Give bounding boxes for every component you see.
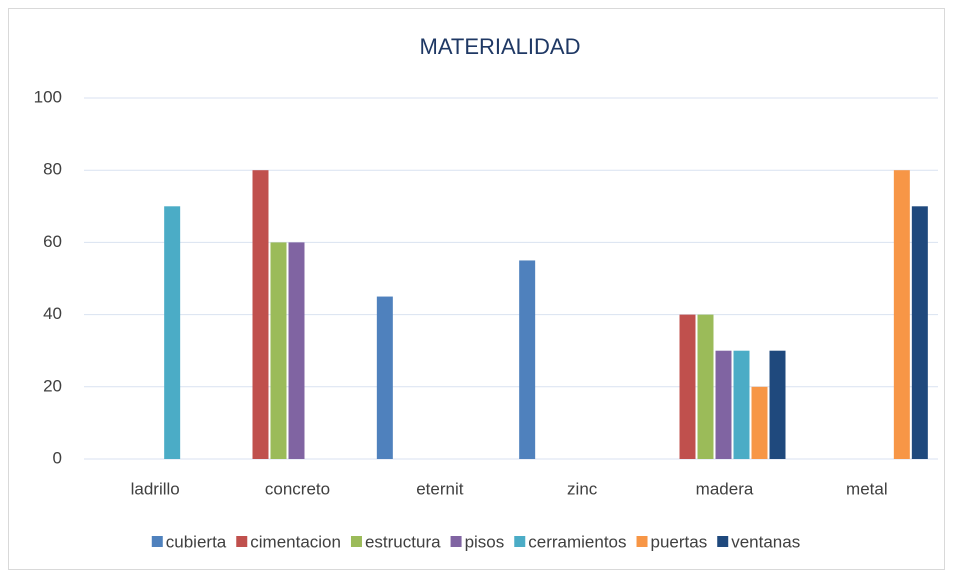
bar — [288, 242, 305, 459]
bar — [769, 350, 786, 459]
bar — [751, 386, 768, 459]
legend-swatch — [236, 536, 248, 547]
y-tick-label: 80 — [43, 160, 62, 179]
bar — [252, 170, 269, 459]
legend-label: ventanas — [731, 532, 800, 551]
bar — [164, 206, 181, 459]
y-tick-label: 0 — [53, 448, 62, 467]
legend-label: pisos — [465, 532, 505, 551]
legend-label: cubierta — [166, 532, 227, 551]
legend-swatch — [636, 536, 648, 547]
bar — [679, 314, 696, 459]
y-tick-label: 20 — [43, 376, 62, 395]
bar — [519, 260, 536, 459]
y-tick-label: 40 — [43, 304, 62, 323]
bar — [270, 242, 287, 459]
legend-swatch — [350, 536, 362, 547]
legend-label: estructura — [365, 532, 441, 551]
legend-label: cimentacion — [250, 532, 341, 551]
bar — [733, 350, 750, 459]
legend-swatch — [514, 536, 526, 547]
x-tick-label: zinc — [567, 479, 598, 498]
legend-label: cerramientos — [528, 532, 626, 551]
legend-swatch — [717, 536, 729, 547]
bar — [715, 350, 732, 459]
bar — [911, 206, 928, 459]
bar — [893, 170, 910, 459]
bar — [376, 296, 393, 459]
legend-swatch — [450, 536, 462, 547]
legend-label: puertas — [651, 532, 708, 551]
y-tick-label: 60 — [43, 232, 62, 251]
bar — [697, 314, 714, 459]
y-tick-label: 100 — [34, 87, 62, 106]
x-tick-label: ladrillo — [131, 479, 180, 498]
x-tick-label: madera — [696, 479, 754, 498]
legend-swatch — [151, 536, 163, 547]
chart-title: MATERIALIDAD — [420, 34, 581, 59]
x-tick-label: metal — [846, 479, 888, 498]
x-tick-label: eternit — [416, 479, 464, 498]
x-tick-label: concreto — [265, 479, 330, 498]
